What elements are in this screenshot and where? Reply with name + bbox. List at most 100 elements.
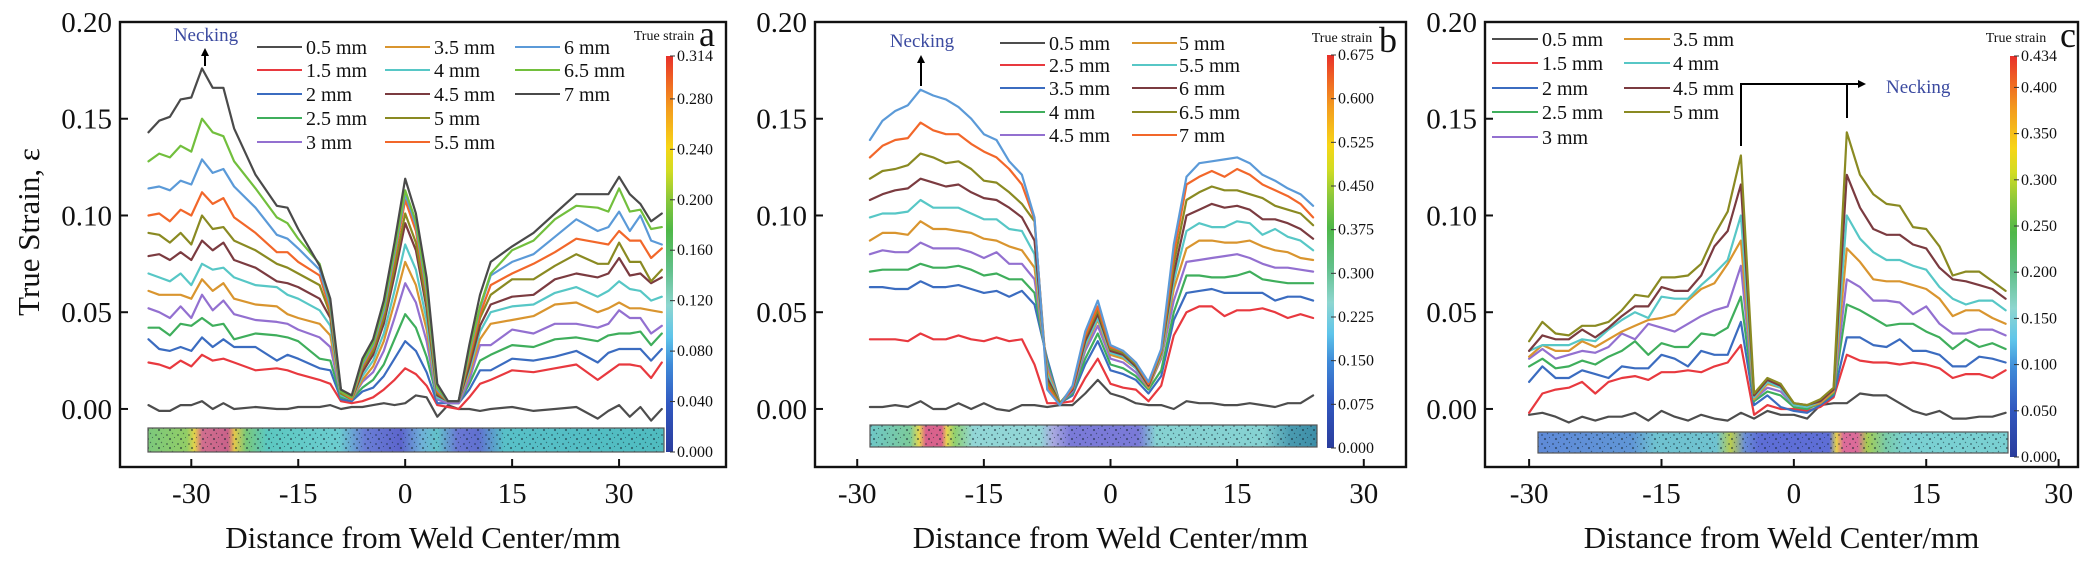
x-tick-label: 30	[1349, 478, 1378, 510]
legend-label: 4.5 mm	[1673, 78, 1735, 100]
legend-item: 4 mm	[1000, 102, 1096, 124]
colorbar-tick-label: 0.000	[1338, 440, 1374, 457]
x-axis-title: Distance from Weld Center/mm	[1584, 520, 1980, 555]
legend-item: 2 mm	[257, 84, 353, 106]
x-tick-label: -15	[1642, 478, 1681, 510]
legend-label: 2.5 mm	[1542, 102, 1604, 124]
series-line-3-mm	[1527, 264, 2007, 409]
legend-item: 3.5 mm	[385, 37, 496, 59]
series-line-2.5-mm	[1527, 295, 2007, 411]
series-line-2-mm	[147, 336, 663, 405]
legend-item: 4.5 mm	[385, 84, 496, 106]
colorbar-tick-label: 0.434	[2021, 48, 2057, 65]
y-tick-label: 0.20	[1426, 7, 1477, 39]
legend-label: 6 mm	[1179, 78, 1226, 100]
colorbar-tick-label: 0.080	[677, 343, 713, 360]
legend-label: 0.5 mm	[1049, 33, 1111, 55]
legend-label: 4 mm	[434, 60, 481, 82]
x-tick-label: 0	[1787, 478, 1802, 510]
series-line-2.5-mm	[868, 305, 1315, 405]
dic-strain-strip	[147, 427, 665, 453]
colorbar-title: True strain	[1986, 31, 2047, 46]
series-line-4.5-mm	[1527, 173, 2007, 407]
legend-label: 5.5 mm	[1179, 55, 1241, 77]
legend-label: 6 mm	[564, 37, 611, 59]
legend-label: 3.5 mm	[1673, 29, 1735, 51]
legend-item: 5 mm	[385, 108, 481, 130]
series-line-3.5-mm	[868, 280, 1315, 405]
legend-item: 4.5 mm	[1624, 78, 1735, 100]
series-line-4.5-mm	[868, 241, 1315, 405]
y-tick-label: 0.15	[756, 104, 807, 136]
legend-item: 2.5 mm	[257, 108, 368, 130]
colorbar-tick-label: 0.200	[2021, 264, 2057, 281]
colorbar-tick-label: 0.150	[2021, 310, 2057, 327]
x-tick-label: 15	[1223, 478, 1252, 510]
x-axis-title: Distance from Weld Center/mm	[225, 520, 621, 555]
legend-item: 4 mm	[1624, 53, 1720, 75]
panel-b: -30 -15 0 15 30 0.00 0.05 0.10 0.15 0.20 Distance …	[756, 7, 1408, 555]
panel-a: -30 -15 0 15 30 0.00 0.05 0.10 0.15 0.20 Distance …	[11, 7, 728, 555]
legend-label: 7 mm	[1179, 125, 1226, 147]
x-tick-label: 15	[498, 478, 527, 510]
legend-item: 4.5 mm	[1000, 125, 1111, 147]
series-line-3.5-mm	[147, 260, 663, 403]
legend-label: 3.5 mm	[434, 37, 496, 59]
series-line-7-mm	[147, 67, 663, 403]
y-tick-label: 0.10	[1426, 200, 1477, 232]
legend-label: 4.5 mm	[1049, 125, 1111, 147]
colorbar-tick-label: 0.225	[1338, 309, 1374, 326]
colorbar-tick-label: 0.000	[677, 444, 713, 461]
series-line-4-mm	[1527, 214, 2007, 409]
y-tick-label: 0.05	[1426, 297, 1477, 329]
legend-item: 1.5 mm	[1492, 53, 1604, 75]
necking-label: Necking	[1886, 77, 1951, 98]
series-line-4.5-mm	[147, 222, 663, 403]
colorbar-tick-label: 0.100	[2021, 357, 2057, 374]
dic-strain-strip	[869, 424, 1318, 448]
panel-c: -30 -15 0 15 30 0.00 0.05 0.10 0.15 0.20 Distance …	[1426, 7, 2080, 555]
legend: 0.5 mm2.5 mm3.5 mm4 mm4.5 mm 5 mm5.5 mm6 …	[1000, 33, 1241, 147]
legend-item: 1.5 mm	[257, 60, 368, 82]
colorbar-tick-label: 0.000	[2021, 449, 2057, 466]
colorbar-tick-label: 0.375	[1338, 222, 1374, 239]
legend-item: 3 mm	[1492, 127, 1589, 149]
series-line-5-mm	[147, 212, 663, 403]
legend-label: 0.5 mm	[1542, 29, 1604, 51]
necking-annotation: Necking	[1740, 77, 1951, 146]
legend-label: 5 mm	[434, 108, 481, 130]
series-line-7-mm	[868, 121, 1315, 407]
legend-label: 1.5 mm	[1542, 53, 1604, 75]
legend-label: 2.5 mm	[1049, 55, 1111, 77]
series-line-4-mm	[868, 262, 1315, 405]
strip-speckle	[869, 424, 1318, 448]
y-tick-label: 0.00	[756, 394, 807, 426]
legend-label: 3 mm	[1542, 127, 1589, 149]
colorbar-tick-label: 0.350	[2021, 126, 2057, 143]
necking-annotation: Necking	[890, 31, 955, 86]
colorbar-tick-label: 0.075	[1338, 396, 1374, 413]
series-line-6.5-mm	[147, 117, 663, 403]
colorbar: True strain 0.000 0.050 0.100 0.150 0.200 0.25…	[1986, 31, 2057, 466]
colorbar-tick-label: 0.314	[677, 48, 713, 65]
legend-label: 4.5 mm	[434, 84, 496, 106]
colorbar-title: True strain	[634, 29, 695, 44]
legend-label: 2 mm	[306, 84, 353, 106]
legend-label: 4 mm	[1673, 53, 1720, 75]
y-tick-label: 0.05	[61, 297, 112, 329]
y-tick-label: 0.15	[61, 104, 112, 136]
x-tick-label: -30	[838, 478, 877, 510]
series-line-5.5-mm	[868, 198, 1315, 405]
necking-label: Necking	[174, 25, 239, 46]
y-tick-label: 0.10	[756, 200, 807, 232]
colorbar-tick-label: 0.300	[2021, 172, 2057, 189]
legend-label: 1.5 mm	[306, 60, 368, 82]
dic-strain-strip	[1537, 431, 2009, 454]
necking-label: Necking	[890, 31, 955, 52]
legend-label: 6.5 mm	[564, 60, 626, 82]
legend-item: 6.5 mm	[1132, 102, 1241, 124]
x-tick-label: 0	[398, 478, 413, 510]
colorbar-tick-label: 0.040	[677, 394, 713, 411]
y-tick-label: 0.10	[61, 200, 112, 232]
x-tick-label: -30	[172, 478, 211, 510]
